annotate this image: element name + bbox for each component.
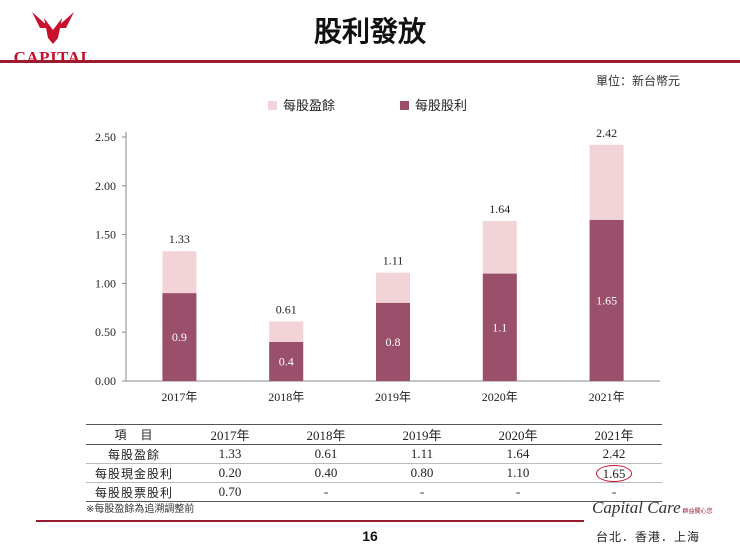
table-cell: 0.40 [278,463,374,483]
table-row-label: 每股盈餘 [86,444,182,464]
dividend-bar [162,293,197,381]
brand-slogan: Capital Care 群益關心您 [592,498,732,518]
table-cell: 2.42 [566,444,662,464]
bar-group [162,144,624,381]
brand-subtitle: 群益關心您 [682,508,713,515]
y-tick-label: 0.00 [95,374,116,388]
x-tick-label: 2019年 [375,390,411,404]
table-cell: 0.70 [182,482,278,502]
logo-bird-icon [32,12,74,44]
legend-label-eps: 每股盈餘 [283,98,335,114]
y-tick-label: 0.50 [95,325,116,339]
table-cell: - [374,482,470,502]
table-row-label: 每股股票股利 [86,482,182,502]
dividend-data-label: 1.1 [492,320,507,334]
eps-data-label: 1.33 [169,232,190,246]
table-cell: 0.61 [278,444,374,464]
dividend-bar [589,219,624,381]
dividend-chart: 每股盈餘 每股股利 0.00 0.50 1.00 1.50 2.00 2.50 1.33 0… [95,98,660,404]
table-cell: - [470,482,566,502]
table-header-year: 2021年 [566,424,662,445]
eps-data-label: 1.64 [489,202,510,216]
table-cell: - [566,482,662,502]
dividend-data-label: 0.8 [386,335,401,349]
x-tick-label: 2021年 [589,390,625,404]
page-title: 股利發放 [313,15,426,48]
table-cell: 1.11 [374,444,470,464]
eps-data-label: 2.42 [596,126,617,140]
dividend-data-label: 1.65 [596,293,617,307]
table-row: 每股現金股利 0.20 0.40 0.80 1.10 1.65 [86,463,662,483]
chart-legend: 每股盈餘 每股股利 [268,98,467,114]
x-tick-label: 2018年 [268,390,304,404]
dividend-bar [376,302,410,381]
legend-label-dividend: 每股股利 [415,98,467,114]
y-tick-label: 2.50 [95,130,116,144]
header-divider [0,60,740,63]
eps-data-label: 0.61 [276,302,297,316]
table-row-label: 每股現金股利 [86,463,182,483]
x-tick-label: 2020年 [482,390,518,404]
table-header-year: 2017年 [182,424,278,445]
dividend-bar [482,273,517,381]
eps-data-label: 1.11 [383,254,404,268]
brand-name: Capital Care [592,498,681,517]
table-row: 每股盈餘 1.33 0.61 1.11 1.64 2.42 [86,444,662,464]
table-header-year: 2019年 [374,424,470,445]
table-cell: 1.64 [470,444,566,464]
table-cell: 1.10 [470,463,566,483]
page-number: 16 [362,528,378,544]
legend-swatch-dividend [400,101,409,110]
table-cell: - [278,482,374,502]
footer-divider [36,520,584,522]
table-row: 每股股票股利 0.70 - - - - [86,482,662,502]
table-header-item: 項 目 [86,424,182,445]
y-tick-label: 1.00 [95,276,116,290]
table-cell: 1.33 [182,444,278,464]
office-cities: 台北．香港．上海 [596,530,701,544]
footnote: ※每股盈餘為追溯調整前 [86,504,195,515]
legend-swatch-eps [268,101,277,110]
dividend-bar [269,341,304,381]
dividend-data-label: 0.4 [279,354,294,368]
dividend-table: 項 目 2017年 2018年 2019年 2020年 2021年 每股盈餘 1… [86,424,662,502]
table-cell: 0.80 [374,463,470,483]
table-header-year: 2020年 [470,424,566,445]
table-cell-highlighted: 1.65 [566,463,662,483]
y-tick-label: 1.50 [95,228,116,242]
dividend-data-label: 0.9 [172,330,187,344]
unit-label: 單位：新台幣元 [595,74,680,88]
highlight-circle: 1.65 [595,464,633,482]
y-tick-label: 2.00 [95,179,116,193]
table-cell: 0.20 [182,463,278,483]
label-group: 1.33 0.9 2017年 0.61 0.4 2018年 1.11 0.8 2019年 1.64… [161,126,624,404]
table-header-row: 項 目 2017年 2018年 2019年 2020年 2021年 [86,424,662,445]
table-header-year: 2018年 [278,424,374,445]
x-tick-label: 2017年 [161,390,197,404]
